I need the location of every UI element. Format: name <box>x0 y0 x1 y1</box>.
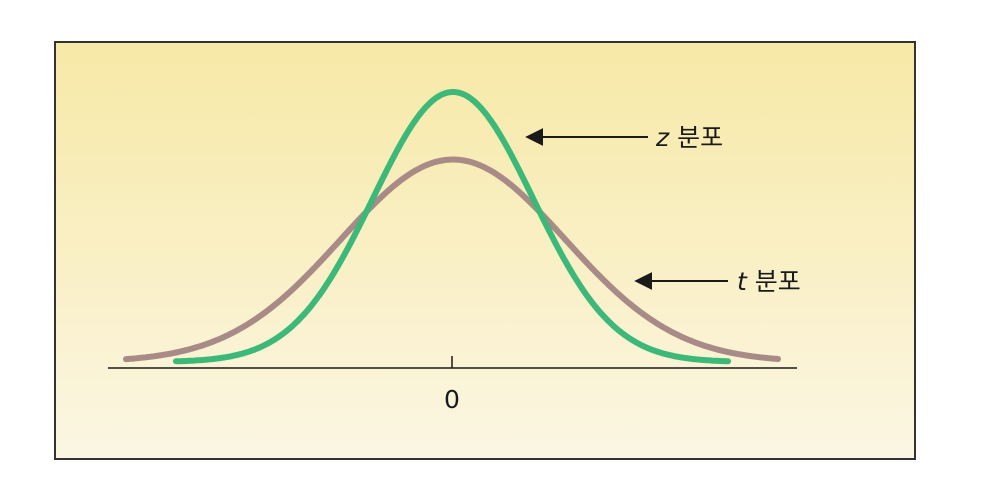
figure-panel <box>54 41 916 460</box>
zero-tick-label: 0 <box>444 385 460 414</box>
t-label-suffix: 분포 <box>747 267 801 296</box>
t-distribution-curve <box>123 156 781 363</box>
z-label-suffix: 분포 <box>669 123 723 152</box>
t-variable-label: t <box>737 267 748 296</box>
z-variable-label: z <box>655 123 670 152</box>
t-distribution-label: t 분포 <box>737 267 801 296</box>
z-distribution-curve <box>173 89 731 365</box>
z-distribution-label: z 분포 <box>655 123 723 152</box>
